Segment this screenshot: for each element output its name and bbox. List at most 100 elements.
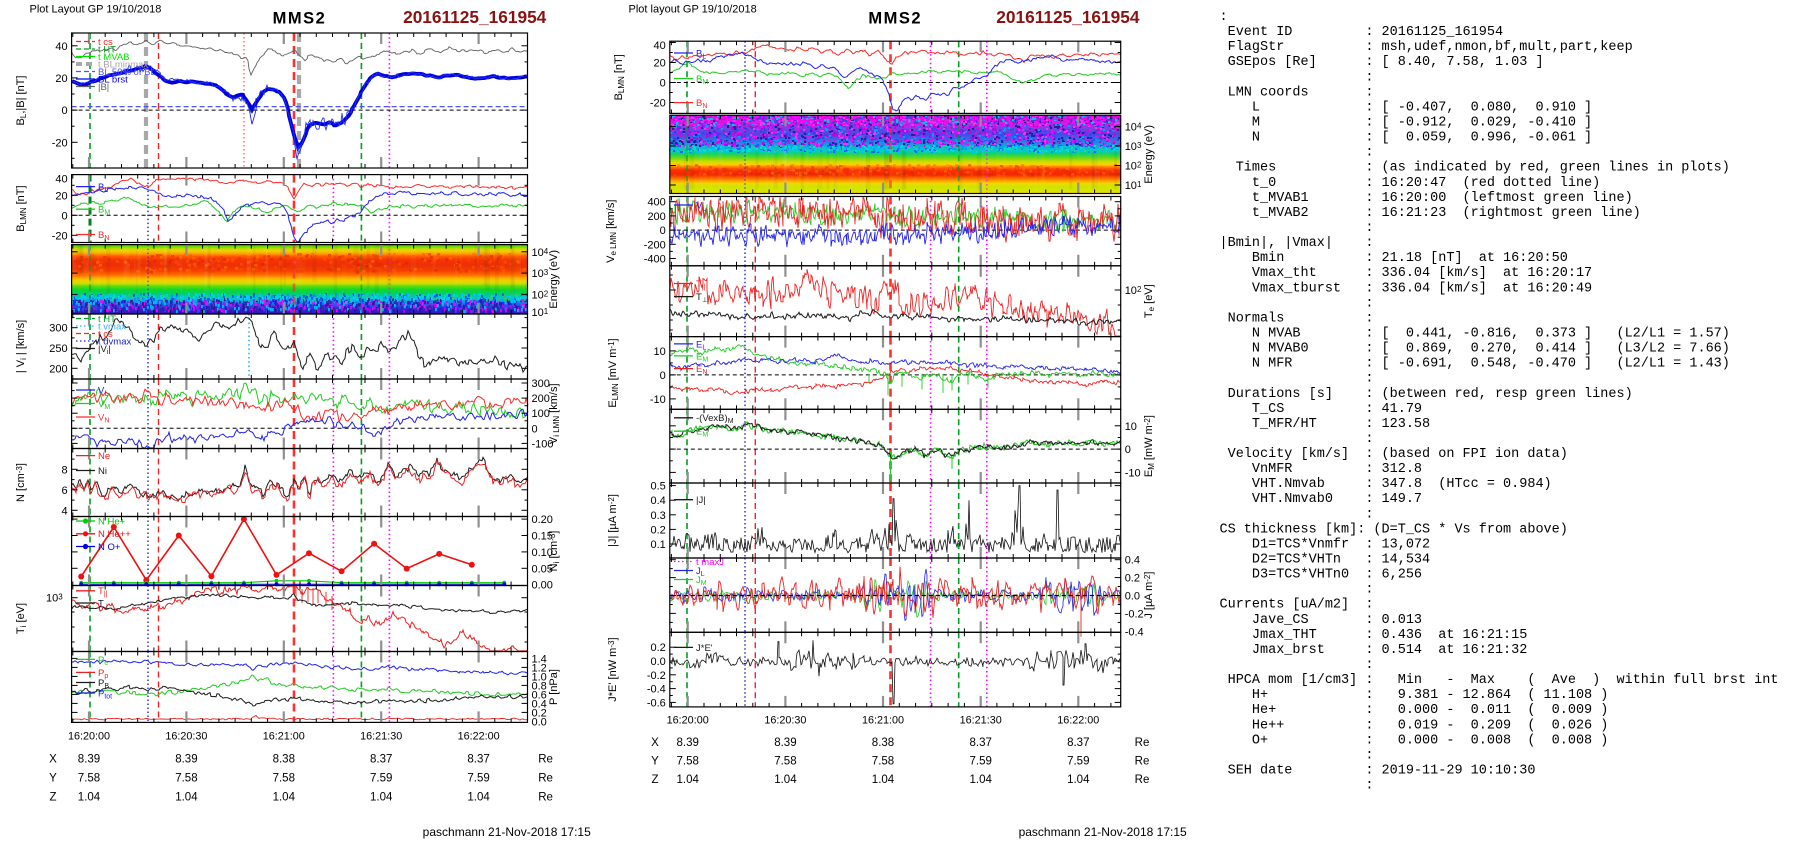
svg-text:7.58: 7.58 bbox=[677, 756, 699, 768]
svg-text:-100: -100 bbox=[532, 438, 554, 450]
svg-text::: : bbox=[1220, 70, 1374, 85]
svg-text::: : bbox=[1220, 583, 1374, 598]
svg-text:VM: VM bbox=[98, 399, 110, 411]
svg-text:8.39: 8.39 bbox=[78, 754, 100, 766]
svg-text:MMS2: MMS2 bbox=[868, 10, 922, 28]
svg-text:Event ID : 20161125_16: Event ID : 20161125_161954 bbox=[1220, 25, 1504, 40]
svg-text:SEH date : 2019-11-29: SEH date : 2019-11-29 10:10:30 bbox=[1220, 764, 1536, 779]
svg-text:-20: -20 bbox=[650, 98, 666, 110]
svg-text:20: 20 bbox=[55, 73, 67, 85]
svg-text:N He++: N He++ bbox=[98, 529, 131, 540]
svg-text:EM [mW m-2]: EM [mW m-2] bbox=[1143, 415, 1156, 477]
svg-text:0.05: 0.05 bbox=[532, 563, 553, 575]
svg-text:VnMFR : 312.8: VnMFR : 312.8 bbox=[1220, 462, 1423, 477]
svg-text:0.6: 0.6 bbox=[532, 689, 547, 701]
svg-text:T⊥: T⊥ bbox=[696, 292, 708, 304]
svg-text:20161125_161954: 20161125_161954 bbox=[996, 7, 1140, 27]
svg-text:0.0: 0.0 bbox=[532, 716, 547, 728]
svg-text:16:21:00: 16:21:00 bbox=[263, 731, 305, 743]
svg-text:7.58: 7.58 bbox=[872, 756, 894, 768]
svg-text:Ve LMN [km/s]: Ve LMN [km/s] bbox=[605, 200, 618, 263]
svg-text:1.04: 1.04 bbox=[175, 792, 198, 804]
svg-text:8.37: 8.37 bbox=[970, 737, 992, 749]
svg-text:Energy (eV): Energy (eV) bbox=[1143, 125, 1155, 184]
svg-text:0.2: 0.2 bbox=[532, 707, 547, 719]
svg-text:-10: -10 bbox=[650, 394, 666, 406]
svg-text:J*E' [nW m-3]: J*E' [nW m-3] bbox=[607, 637, 619, 701]
svg-text:20: 20 bbox=[654, 58, 666, 70]
svg-text:BL,|B| [nT]: BL,|B| [nT] bbox=[15, 76, 28, 126]
svg-text:He+ : 0.000 - 0.0: He+ : 0.000 - 0.011 ( 0.009 ) bbox=[1220, 703, 1609, 718]
svg-text:0.4: 0.4 bbox=[1125, 555, 1140, 567]
svg-text:t dvmax: t dvmax bbox=[98, 336, 132, 347]
svg-text:7.58: 7.58 bbox=[78, 773, 100, 785]
svg-text::: : bbox=[1220, 658, 1374, 673]
svg-text:BL: BL bbox=[696, 48, 706, 60]
svg-text:t HT: t HT bbox=[98, 44, 116, 55]
svg-text:-10: -10 bbox=[1125, 467, 1141, 479]
svg-text:16:21:00: 16:21:00 bbox=[862, 714, 904, 726]
svg-text:1.04: 1.04 bbox=[677, 774, 700, 786]
svg-text:T||: T|| bbox=[98, 586, 108, 598]
svg-text:300: 300 bbox=[532, 378, 550, 390]
svg-text:D1=TCS*Vnmfr : 13,072: D1=TCS*Vnmfr : 13,072 bbox=[1220, 538, 1431, 553]
svg-text:Energy (eV): Energy (eV) bbox=[548, 250, 560, 309]
svg-text:7.58: 7.58 bbox=[273, 773, 295, 785]
svg-text:0: 0 bbox=[61, 210, 67, 222]
svg-text:D2=TCS*VHTn : 14,534: D2=TCS*VHTn : 14,534 bbox=[1220, 553, 1431, 568]
svg-text:Te [eV]: Te [eV] bbox=[1143, 284, 1156, 318]
svg-text:16:20:30: 16:20:30 bbox=[764, 714, 806, 726]
svg-text:Z: Z bbox=[49, 792, 56, 804]
svg-text:Re: Re bbox=[538, 754, 553, 766]
svg-text:Z: Z bbox=[651, 774, 658, 786]
svg-text:t_0 : 16:20:47 (red: t_0 : 16:20:47 (red dotted line) bbox=[1220, 176, 1601, 191]
svg-text:Normals :: Normals : bbox=[1220, 311, 1374, 326]
svg-text:0.3: 0.3 bbox=[651, 510, 666, 522]
svg-text:8.38: 8.38 bbox=[872, 737, 894, 749]
svg-text:t MVAB: t MVAB bbox=[98, 52, 130, 63]
svg-text:-0.6: -0.6 bbox=[647, 697, 666, 709]
svg-text:0.4: 0.4 bbox=[532, 698, 547, 710]
svg-text:0.2: 0.2 bbox=[651, 524, 666, 536]
svg-text:1.04: 1.04 bbox=[467, 792, 490, 804]
svg-text:|Bmin|, |Vmax| :: |Bmin|, |Vmax| : bbox=[1220, 236, 1374, 251]
svg-text:4: 4 bbox=[61, 505, 67, 517]
svg-text:VL: VL bbox=[696, 200, 706, 212]
svg-text:FlagStr : msh,udef,nm: FlagStr : msh,udef,nmon,bf,mult,part,kee… bbox=[1220, 40, 1633, 55]
svg-text:Ni: Ni bbox=[98, 466, 107, 477]
svg-text:7.59: 7.59 bbox=[970, 756, 992, 768]
svg-text:VHT.Nmvab0 : 149.7: VHT.Nmvab0 : 149.7 bbox=[1220, 492, 1423, 507]
svg-text:HPCA mom [1/cm3] : Min -: HPCA mom [1/cm3] : Min - Max ( Ave ) wit… bbox=[1220, 673, 1779, 688]
svg-text:VHT.Nmvab : 347.8 (HTcc =: VHT.Nmvab : 347.8 (HTcc = 0.984) bbox=[1220, 477, 1552, 492]
svg-text:Y: Y bbox=[49, 773, 57, 785]
svg-text:P [nPa]: P [nPa] bbox=[548, 669, 560, 705]
svg-text:10: 10 bbox=[654, 346, 666, 358]
svg-text:t_MVAB2 : 16:21:23 (rig: t_MVAB2 : 16:21:23 (rightmost green line… bbox=[1220, 206, 1641, 221]
svg-text:8: 8 bbox=[61, 464, 67, 476]
svg-text:T||: T|| bbox=[696, 279, 706, 291]
svg-text:BM: BM bbox=[696, 74, 708, 86]
svg-text:Ti [eV]: Ti [eV] bbox=[15, 603, 28, 634]
svg-text:t vmax: t vmax bbox=[98, 321, 126, 332]
svg-text:EL: EL bbox=[696, 339, 706, 351]
svg-text:8.39: 8.39 bbox=[774, 737, 796, 749]
svg-text:Y: Y bbox=[651, 756, 659, 768]
svg-text:|J| [µA m-2]: |J| [µA m-2] bbox=[607, 494, 619, 547]
svg-text:1.4: 1.4 bbox=[532, 653, 547, 665]
svg-text:400: 400 bbox=[647, 197, 665, 209]
svg-text::: : bbox=[1220, 221, 1374, 236]
svg-text:N MFR : [ -0.691, 0.5: N MFR : [ -0.691, 0.548, -0.470 ] (L2/L1… bbox=[1220, 357, 1730, 372]
svg-text:O+ : 0.000 - 0.0: O+ : 0.000 - 0.008 ( 0.008 ) bbox=[1220, 733, 1609, 748]
svg-text:16:20:00: 16:20:00 bbox=[667, 714, 709, 726]
svg-text:-0.4: -0.4 bbox=[647, 684, 666, 696]
svg-text:Jmax_THT : 0.436 at 16:2: Jmax_THT : 0.436 at 16:21:15 bbox=[1220, 628, 1528, 643]
svg-text:20: 20 bbox=[55, 190, 67, 202]
svg-text:7.59: 7.59 bbox=[1067, 756, 1089, 768]
svg-text:0: 0 bbox=[532, 423, 538, 435]
svg-text:Plot layout GP 19/10/2018: Plot layout GP 19/10/2018 bbox=[629, 3, 757, 15]
svg-text:8.37: 8.37 bbox=[1067, 737, 1089, 749]
svg-text::: : bbox=[1220, 10, 1228, 25]
svg-text:t BLminmax: t BLminmax bbox=[98, 59, 148, 70]
svg-text:Pp: Pp bbox=[98, 668, 108, 680]
svg-text:1.04: 1.04 bbox=[370, 792, 393, 804]
